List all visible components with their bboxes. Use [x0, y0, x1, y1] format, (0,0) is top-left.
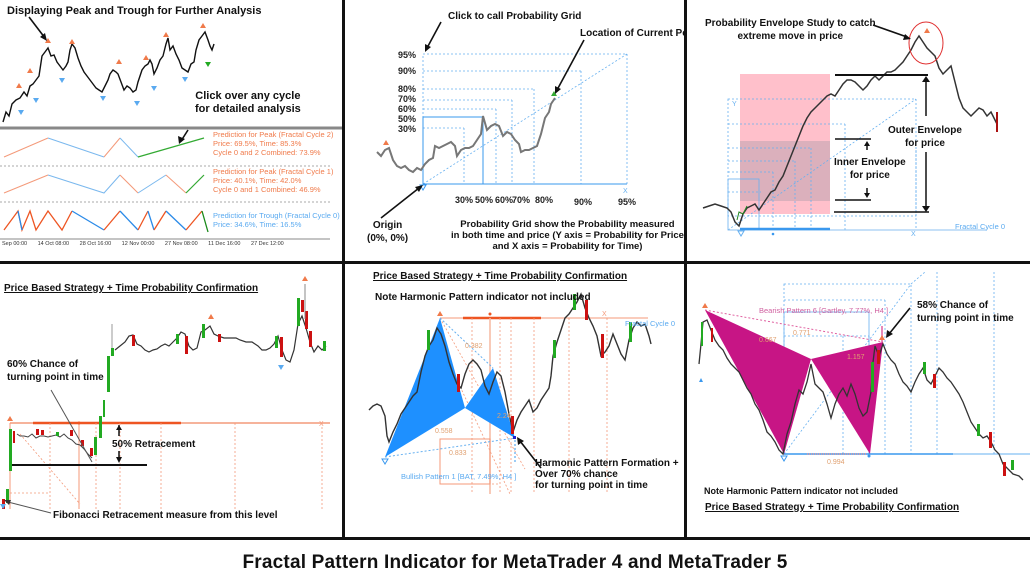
- cycle0-prediction[interactable]: Prediction for Trough (Fractal Cycle 0) P…: [213, 211, 340, 229]
- svg-text:0.558: 0.558: [435, 428, 453, 435]
- panel-harmonic-bullish: 0.382 0.558 0.833 2.24 X Price Based Str…: [345, 264, 684, 537]
- fibonacci-chart: X: [0, 276, 330, 514]
- panel-probability-grid: X Click to call Probability Grid Locatio…: [345, 0, 684, 261]
- svg-text:1.157: 1.157: [847, 354, 865, 361]
- harmonic-note: Note Harmonic Pattern indicator not incl…: [704, 486, 899, 496]
- svg-text:0.994: 0.994: [827, 459, 845, 466]
- trough-markers: [18, 77, 188, 115]
- outer-envelope-label: Outer Envelope for price: [888, 125, 962, 149]
- grid-divider: [342, 0, 345, 540]
- harmonic-bullish-chart: 0.382 0.558 0.833 2.24 X: [368, 292, 652, 495]
- panel-fibonacci-strategy: X Price Based Strategy + Time Probabilit…: [0, 264, 342, 537]
- harmonic-annotation: Harmonic Pattern Formation + Over 70% cha…: [535, 458, 679, 491]
- peak-trough-annotation: Displaying Peak and Trough for Further A…: [7, 5, 262, 17]
- bullish-bcd-triangle: [465, 368, 515, 438]
- page-title: Fractal Pattern Indicator for MetaTrader…: [242, 552, 788, 573]
- time-chance-annotation: 60% Chance of turning point in time: [7, 359, 104, 383]
- screenshot-grid: Displaying Peak and Trough for Further A…: [0, 0, 1030, 540]
- peak-markers: [16, 23, 206, 88]
- svg-text:2.24: 2.24: [497, 413, 511, 420]
- fib-level-annotation: Fibonacci Retracement measure from this …: [53, 510, 278, 521]
- svg-text:X: X: [911, 231, 916, 238]
- grid-divider: [0, 261, 1030, 264]
- probability-grid-chart: X: [376, 21, 628, 219]
- strategy-title: Price Based Strategy + Time Probability …: [705, 502, 960, 513]
- svg-text:X: X: [602, 311, 607, 318]
- inner-envelope-label: Inner Envelope for price: [834, 157, 906, 181]
- click-cycle-annotation: Click over any cycle for detailed analysi…: [195, 90, 301, 115]
- cycle2-prediction[interactable]: Prediction for Peak (Fractal Cycle 2) Pri…: [213, 130, 334, 157]
- fractal-cycle-label: Fractal Cycle 0: [625, 319, 676, 328]
- svg-text:X: X: [319, 421, 324, 428]
- svg-text:0.667: 0.667: [759, 337, 777, 344]
- strategy-title: Price Based Strategy + Time Probability …: [373, 271, 628, 282]
- strategy-title: Price Based Strategy + Time Probability …: [4, 283, 259, 294]
- bearish-xab-triangle: [705, 310, 811, 454]
- time-axis: Sep 00:00 14 Oct 08:00 28 Oct 16:00 12 N…: [2, 241, 284, 247]
- envelope-study-annotation: Probability Envelope Study to catch extre…: [705, 18, 876, 42]
- panel-harmonic-bearish: 0.771 0.667 1.157 0.994 Bearish Pattern …: [687, 264, 1030, 537]
- bearish-bcd-triangle: [811, 342, 883, 454]
- harmonic-bearish-chart: 0.771 0.667 1.157 0.994: [698, 271, 1030, 481]
- svg-text:0.771: 0.771: [793, 330, 811, 337]
- svg-text:X: X: [623, 188, 628, 195]
- peak-trough-chart: [0, 16, 342, 240]
- svg-text:0.833: 0.833: [449, 450, 467, 457]
- cycle1-prediction[interactable]: Prediction for Peak (Fractal Cycle 1) Pri…: [213, 167, 334, 194]
- bullish-pattern-label[interactable]: Bullish Pattern 1 [BAT, 7.49%, H4 ]: [401, 472, 517, 481]
- panel-peak-trough: Displaying Peak and Trough for Further A…: [0, 0, 342, 261]
- harmonic-note: Note Harmonic Pattern indicator not incl…: [375, 292, 591, 303]
- bullish-xab-triangle: [385, 318, 465, 457]
- origin-label: Origin (0%, 0%): [367, 220, 409, 244]
- current-peak-annotation: Location of Current Peak: [580, 28, 684, 39]
- click-grid-annotation: Click to call Probability Grid: [448, 11, 582, 22]
- candles: [2, 324, 114, 509]
- time-chance-annotation: 58% Chance of turning point in time: [917, 300, 1014, 324]
- panel-probability-envelope: Y X Probability Envelope Study to catch e…: [687, 0, 1030, 261]
- probability-grid-description: Probability Grid show the Probability me…: [451, 219, 684, 252]
- grid-divider: [684, 0, 687, 540]
- bearish-pattern-label[interactable]: Bearish Pattern 6 [Gartley, 7.77%, H4 ]: [759, 306, 889, 315]
- probability-envelope-chart: Y X: [702, 21, 998, 238]
- svg-text:Y: Y: [732, 101, 737, 108]
- svg-text:0.382: 0.382: [465, 343, 483, 350]
- retracement-label: 50% Retracement: [112, 439, 196, 450]
- fractal-cycle-label: Fractal Cycle 0: [955, 222, 1006, 231]
